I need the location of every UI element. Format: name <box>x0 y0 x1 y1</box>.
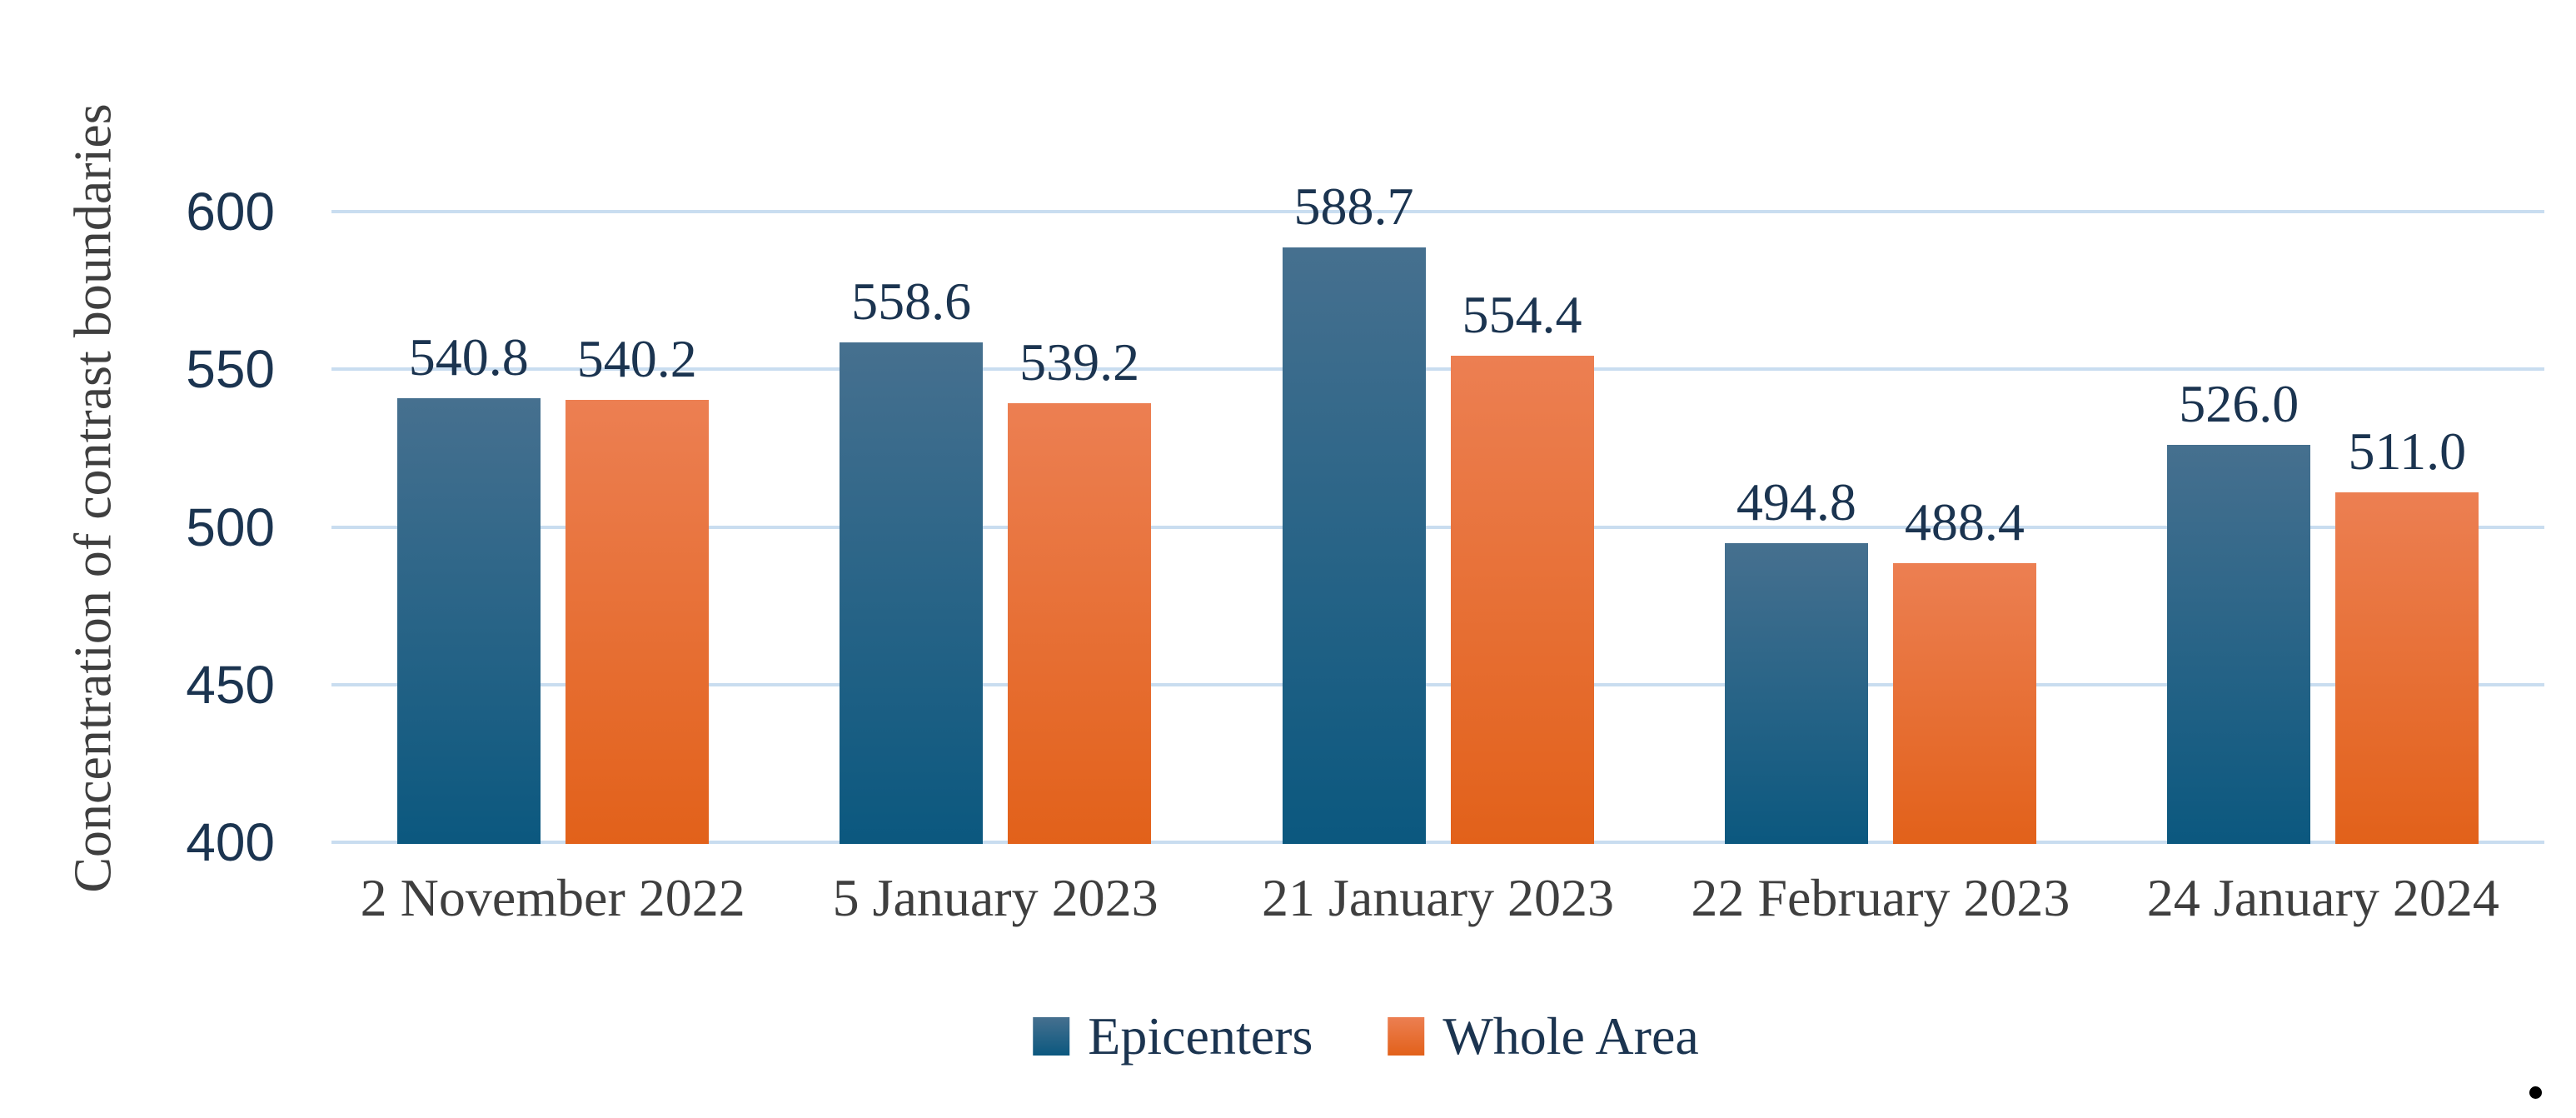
legend-label-epicenters: Epicenters <box>1088 1006 1313 1066</box>
data-label-epicenters-2: 558.6 <box>851 271 972 331</box>
bar-epicenters-3 <box>1282 247 1426 844</box>
bar-epicenters-1 <box>396 398 541 844</box>
y-tick-label-450: 450 <box>186 654 275 715</box>
data-label-epicenters-1: 540.8 <box>408 327 529 387</box>
data-label-epicenters-4: 494.8 <box>1736 472 1856 532</box>
gridline-400 <box>331 841 2544 844</box>
chart-legend: Epicenters Whole Area <box>1033 1010 1699 1063</box>
bar-whole-area-5 <box>2335 492 2479 844</box>
bar-whole-area-2 <box>1008 403 1152 844</box>
y-tick-label-400: 400 <box>186 812 275 872</box>
legend-swatch-epicenters <box>1033 1017 1070 1056</box>
legend-label-whole-area: Whole Area <box>1442 1006 1699 1066</box>
data-label-whole-area-5: 511.0 <box>2348 421 2467 481</box>
x-category-label-1: 2 November 2022 <box>360 868 745 927</box>
bar-epicenters-2 <box>840 342 984 844</box>
legend-swatch-whole-area <box>1388 1017 1425 1056</box>
data-label-epicenters-5: 526.0 <box>2179 374 2299 434</box>
gridline-450 <box>331 682 2544 686</box>
caption-period-dot <box>2529 1086 2542 1099</box>
x-category-label-2: 5 January 2023 <box>832 868 1158 927</box>
legend-item-epicenters: Epicenters <box>1033 1010 1313 1063</box>
y-tick-label-600: 600 <box>186 182 275 242</box>
y-tick-label-500: 500 <box>186 497 275 557</box>
x-category-label-3: 21 January 2023 <box>1261 868 1615 927</box>
bar-whole-area-4 <box>1892 563 2036 844</box>
gridline-500 <box>331 525 2544 529</box>
gridline-550 <box>331 367 2544 372</box>
gridline-600 <box>331 210 2544 213</box>
legend-item-whole-area: Whole Area <box>1388 1006 1699 1066</box>
data-label-whole-area-3: 554.4 <box>1462 284 1582 344</box>
bar-whole-area-3 <box>1450 355 1594 844</box>
data-label-whole-area-1: 540.2 <box>576 329 697 389</box>
data-label-whole-area-2: 539.2 <box>1019 332 1140 392</box>
y-tick-label-550: 550 <box>186 339 275 400</box>
bar-whole-area-1 <box>565 400 709 844</box>
caption-period <box>2529 1086 2542 1099</box>
data-label-epicenters-3: 588.7 <box>1293 176 1414 236</box>
x-category-label-5: 24 January 2024 <box>2146 868 2499 927</box>
data-label-whole-area-4: 488.4 <box>1904 492 2025 552</box>
x-category-label-4: 22 February 2023 <box>1691 868 2070 927</box>
bar-epicenters-5 <box>2167 445 2311 844</box>
bar-epicenters-4 <box>1724 543 1868 844</box>
